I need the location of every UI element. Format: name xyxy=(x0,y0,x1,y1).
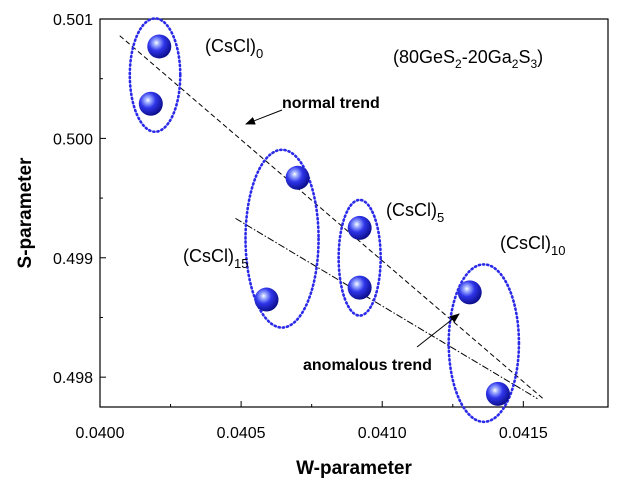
anomalous-trend-arrow xyxy=(416,313,460,348)
data-point xyxy=(147,34,172,59)
x-tick-label: 0.0410 xyxy=(358,425,407,442)
data-point xyxy=(285,165,310,190)
y-axis: 0.498 0.499 0.500 0.501 xyxy=(53,12,106,387)
group-label: (CsCl)10 xyxy=(500,233,565,258)
group-ellipse xyxy=(447,263,521,424)
y-tick-label: 0.499 xyxy=(53,251,93,268)
data-point xyxy=(457,280,482,305)
data-point xyxy=(347,275,372,300)
group-ellipse xyxy=(244,148,320,329)
y-tick-label: 0.498 xyxy=(53,370,93,387)
data-point xyxy=(254,287,279,312)
x-axis-title: W-parameter xyxy=(296,458,412,479)
data-point xyxy=(347,215,372,240)
x-tick-label: 0.0415 xyxy=(499,425,548,442)
trend-lines xyxy=(119,35,544,400)
x-axis: 0.0400 0.0405 0.0410 0.0415 xyxy=(76,401,548,442)
group-label: (CsCl)5 xyxy=(386,200,444,225)
plot-frame xyxy=(99,18,609,408)
x-tick-label: 0.0405 xyxy=(217,425,266,442)
y-tick-label: 0.501 xyxy=(53,12,93,29)
group-label: (CsCl)15 xyxy=(183,246,248,271)
plot-area-border xyxy=(99,18,609,408)
data-point xyxy=(485,381,510,406)
normal-trend-line xyxy=(119,35,544,400)
anomalous-trend-label: anomalous trend xyxy=(303,357,432,374)
x-tick-label: 0.0400 xyxy=(76,425,125,442)
group-label: (CsCl)0 xyxy=(205,36,263,61)
y-tick-label: 0.500 xyxy=(53,131,93,148)
data-point xyxy=(138,91,163,116)
composition-label: (80GeS2-20Ga2S3) xyxy=(393,47,543,71)
group-ellipses xyxy=(128,17,521,424)
group-ellipse xyxy=(128,17,182,134)
anomalous-trend-line xyxy=(235,217,538,400)
group-ellipse xyxy=(337,198,382,317)
y-axis-title: S-parameter xyxy=(15,157,36,268)
group-labels: (CsCl)0 (CsCl)15 (CsCl)5 (CsCl)10 xyxy=(183,36,565,271)
normal-trend-arrow xyxy=(245,109,283,125)
normal-trend-label: normal trend xyxy=(282,95,380,112)
data-points xyxy=(138,34,510,406)
